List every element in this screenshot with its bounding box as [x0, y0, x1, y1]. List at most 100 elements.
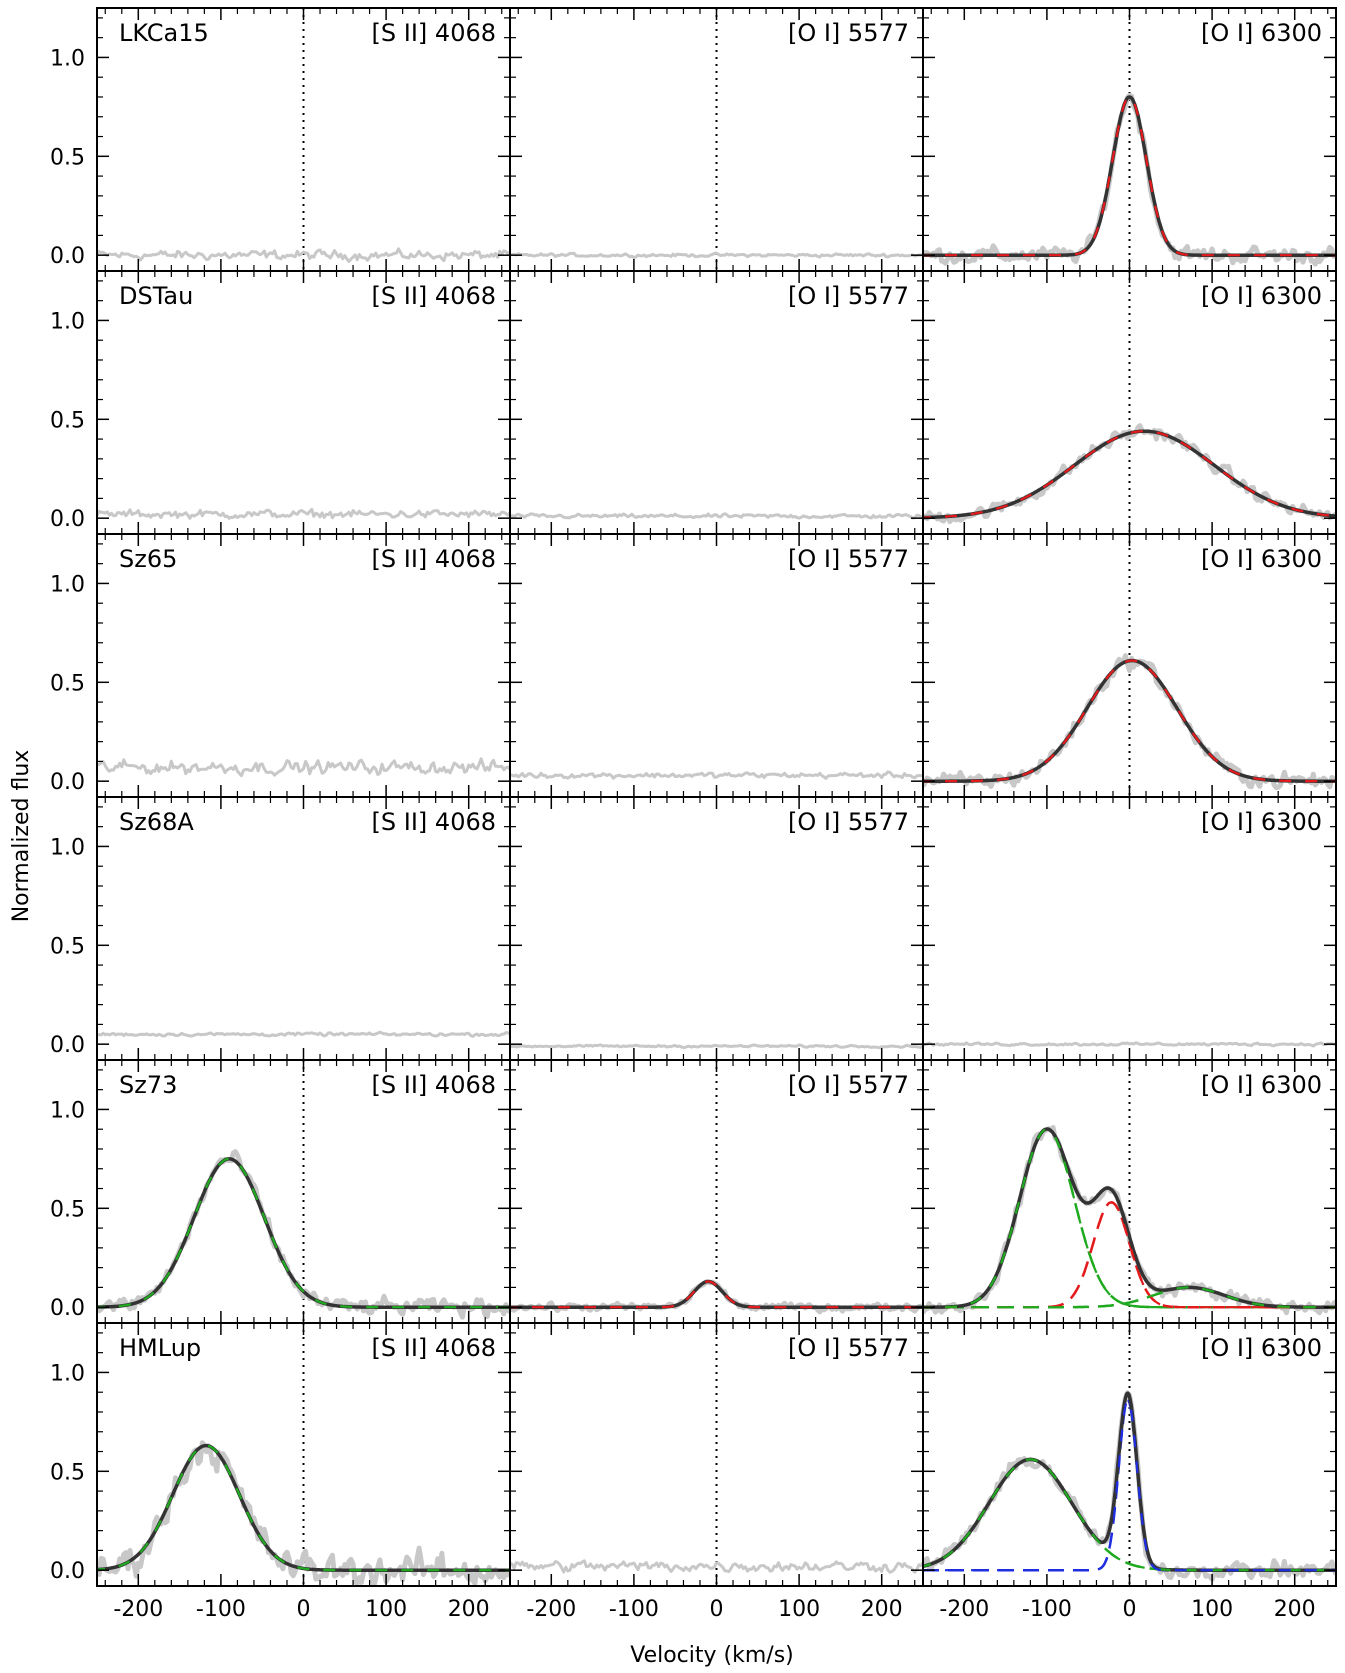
- panel-sz68a-0: Sz68A [S II] 4068: [96, 796, 511, 1061]
- line-id-label: [O I] 5577: [788, 545, 909, 573]
- panel-lkca15-2: [O I] 6300: [922, 7, 1337, 272]
- observed-spectrum: [510, 770, 923, 780]
- line-id-label: [S II] 4068: [372, 19, 496, 47]
- fit-component-red-0: [923, 659, 1336, 783]
- star-name-label: LKCa15: [119, 19, 209, 47]
- x-tick-label: -100: [196, 1597, 246, 1622]
- line-id-label: [S II] 4068: [372, 1334, 496, 1362]
- line-id-label: [O I] 5577: [788, 282, 909, 310]
- star-name-label: Sz65: [119, 545, 177, 573]
- fit-component-overlay-red-0: [510, 1280, 923, 1309]
- panel-frame: [509, 1322, 924, 1587]
- panel-plot-area: [97, 757, 510, 778]
- observed-spectrum: [510, 1043, 923, 1050]
- panel-plot-area: [923, 1323, 1336, 1586]
- y-tick-label: 1.0: [50, 1361, 85, 1386]
- line-id-label: [O I] 5577: [788, 19, 909, 47]
- panel-plot-area: [510, 1060, 923, 1323]
- x-tick-label: 200: [1274, 1597, 1316, 1622]
- x-tick-label: 200: [861, 1597, 903, 1622]
- panel-plot-area: [97, 1030, 510, 1038]
- observed-spectrum: [923, 1390, 1336, 1582]
- panel-frame: [96, 1322, 511, 1587]
- panel-sz65-1: [O I] 5577: [509, 533, 924, 798]
- x-axis-title: Velocity (km/s): [630, 1643, 794, 1668]
- panel-lkca15-1: [O I] 5577: [509, 7, 924, 272]
- star-name-label: DSTau: [119, 282, 193, 310]
- panel-grid: LKCa15 [S II] 4068 [O I] 5577 [O I] 6300 DST…: [96, 7, 1337, 1587]
- y-tick-label: 0.0: [50, 1559, 85, 1584]
- fit-component-overlay-red-0: [923, 659, 1336, 783]
- fit-component-overlay-green-0: [97, 1444, 510, 1572]
- line-id-label: [O I] 6300: [1201, 808, 1322, 836]
- fit-component-overlay-green-0: [97, 1157, 510, 1309]
- panel-frame: [96, 270, 511, 535]
- panel-dstau-0: DSTau [S II] 4068: [96, 270, 511, 535]
- line-id-label: [O I] 5577: [788, 1071, 909, 1099]
- star-name-label: HMLup: [119, 1334, 201, 1362]
- panel-hmlup-1: [O I] 5577: [509, 1322, 924, 1587]
- observed-spectrum: [510, 251, 923, 260]
- line-id-label: [O I] 6300: [1201, 19, 1322, 47]
- y-tick-label: 1.0: [50, 572, 85, 597]
- star-name-label: Sz68A: [119, 808, 194, 836]
- x-tick-label: -100: [609, 1597, 659, 1622]
- panel-dstau-2: [O I] 6300: [922, 270, 1337, 535]
- observed-spectrum: [97, 1030, 510, 1038]
- y-tick-label: 0.0: [50, 1033, 85, 1058]
- y-axis-title: Normalized flux: [9, 750, 34, 923]
- y-tick-label: 0.0: [50, 1296, 85, 1321]
- panel-frame: [509, 7, 924, 272]
- panel-sz73-1: [O I] 5577: [509, 1059, 924, 1324]
- panel-plot-area: [510, 770, 923, 780]
- panel-frame: [922, 1059, 1337, 1324]
- panel-plot-area: [923, 271, 1336, 534]
- y-tick-label: 1.0: [50, 46, 85, 71]
- observed-spectrum: [510, 1559, 923, 1574]
- line-id-label: [O I] 6300: [1201, 1071, 1322, 1099]
- x-tick-label: -200: [526, 1597, 576, 1622]
- x-tick-label: 100: [1191, 1597, 1233, 1622]
- x-tick-label: -100: [1022, 1597, 1072, 1622]
- y-tick-label: 0.0: [50, 507, 85, 532]
- x-tick-label: -200: [113, 1597, 163, 1622]
- panel-plot-area: [923, 1041, 1336, 1048]
- observed-spectrum: [97, 757, 510, 778]
- panel-plot-area: [97, 1060, 510, 1323]
- panel-plot-area: [97, 8, 510, 271]
- y-tick-label: 0.0: [50, 770, 85, 795]
- panel-plot-area: [923, 1060, 1336, 1323]
- x-tick-labels: -200 -100 0 100 200 -200 -100 0 100 200 -200 -100 0 1…: [113, 1597, 1315, 1622]
- star-name-label: Sz73: [119, 1071, 177, 1099]
- observed-spectrum: [510, 512, 923, 520]
- y-tick-label: 0.5: [50, 145, 85, 170]
- panel-lkca15-0: LKCa15 [S II] 4068: [96, 7, 511, 272]
- y-tick-label: 1.0: [50, 835, 85, 860]
- observed-spectrum: [97, 507, 510, 520]
- panel-sz65-0: Sz65 [S II] 4068: [96, 533, 511, 798]
- panel-sz65-2: [O I] 6300: [922, 533, 1337, 798]
- total-fit-curve: [923, 429, 1336, 520]
- panel-sz68a-1: [O I] 5577: [509, 796, 924, 1061]
- panel-frame: [922, 270, 1337, 535]
- fit-component-green-0: [923, 1127, 1336, 1309]
- panel-frame: [922, 796, 1337, 1061]
- x-tick-label: 0: [297, 1597, 311, 1622]
- y-tick-label: 0.5: [50, 934, 85, 959]
- x-tick-label: 0: [710, 1597, 724, 1622]
- y-tick-label: 0.5: [50, 1197, 85, 1222]
- y-tick-labels: 0.0 0.5 1.0 0.0 0.5 1.0 0.0 0.5 1.0 0.0 0.5 1.0 0.0 0…: [50, 46, 85, 1584]
- panel-plot-area: [510, 512, 923, 520]
- x-tick-label: 100: [365, 1597, 407, 1622]
- panel-sz68a-2: [O I] 6300: [922, 796, 1337, 1061]
- panel-dstau-1: [O I] 5577: [509, 270, 924, 535]
- y-tick-label: 0.0: [50, 244, 85, 269]
- panel-hmlup-2: [O I] 6300: [922, 1322, 1337, 1587]
- panel-plot-area: [510, 8, 923, 271]
- panel-plot-area: [923, 8, 1336, 271]
- panel-frame: [922, 1322, 1337, 1587]
- total-fit-curve: [923, 1127, 1336, 1309]
- observed-spectrum: [923, 1041, 1336, 1048]
- y-tick-label: 0.5: [50, 671, 85, 696]
